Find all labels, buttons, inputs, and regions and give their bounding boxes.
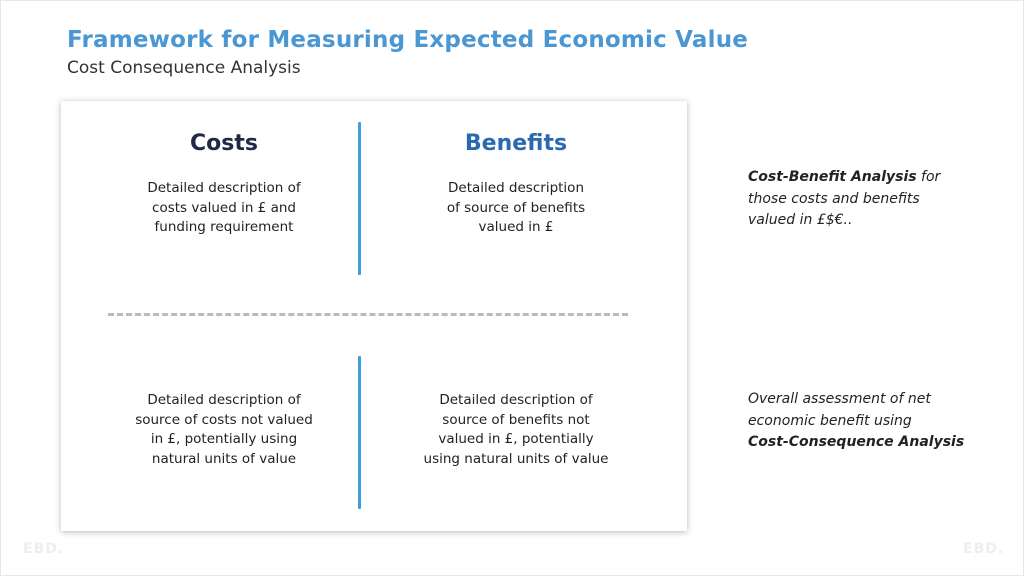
text-line: using natural units of value xyxy=(391,450,641,470)
slide-title: Framework for Measuring Expected Economi… xyxy=(67,27,748,53)
text-line: Detailed description xyxy=(391,179,641,199)
cost-benefit-analysis-note: Cost-Benefit Analysis for those costs an… xyxy=(748,167,988,232)
benefits-heading: Benefits xyxy=(396,131,636,156)
vertical-divider-bottom xyxy=(358,356,361,509)
horizontal-dashed-divider xyxy=(108,313,628,316)
text-line: of source of benefits xyxy=(391,199,641,219)
text-line: funding requirement xyxy=(99,218,349,238)
text-line: Detailed description of xyxy=(99,391,349,411)
text-line: source of benefits not xyxy=(391,411,641,431)
text-line: Detailed description of xyxy=(99,179,349,199)
slide-subtitle: Cost Consequence Analysis xyxy=(67,58,301,78)
text-line: source of costs not valued xyxy=(99,411,349,431)
text-fragment: for xyxy=(917,169,941,185)
cost-consequence-analysis-term: Cost-Consequence Analysis xyxy=(748,434,964,450)
unvalued-costs-description: Detailed description of source of costs … xyxy=(99,391,349,469)
cost-consequence-analysis-note: Overall assessment of net economic benef… xyxy=(748,389,988,454)
framework-panel: Costs Benefits Detailed description of c… xyxy=(61,101,687,531)
text-line: valued in £ xyxy=(391,218,641,238)
text-line: costs valued in £ and xyxy=(99,199,349,219)
text-line: Detailed description of xyxy=(391,391,641,411)
text-line: those costs and benefits xyxy=(748,189,988,211)
text-line: valued in £, potentially xyxy=(391,430,641,450)
cost-benefit-analysis-term: Cost-Benefit Analysis xyxy=(748,169,917,185)
text-line: valued in £$€.. xyxy=(748,210,988,232)
logo-watermark-left: EBD. xyxy=(23,541,64,557)
text-line: economic benefit using xyxy=(748,411,988,433)
text-line: Overall assessment of net xyxy=(748,389,988,411)
unvalued-benefits-description: Detailed description of source of benefi… xyxy=(391,391,641,469)
text-line: Cost-Consequence Analysis xyxy=(748,432,988,454)
text-line: Cost-Benefit Analysis for xyxy=(748,167,988,189)
text-line: in £, potentially using xyxy=(99,430,349,450)
text-line: natural units of value xyxy=(99,450,349,470)
valued-benefits-description: Detailed description of source of benefi… xyxy=(391,179,641,238)
costs-heading: Costs xyxy=(104,131,344,156)
vertical-divider-top xyxy=(358,122,361,275)
valued-costs-description: Detailed description of costs valued in … xyxy=(99,179,349,238)
logo-watermark-right: EBD. xyxy=(963,541,1004,557)
